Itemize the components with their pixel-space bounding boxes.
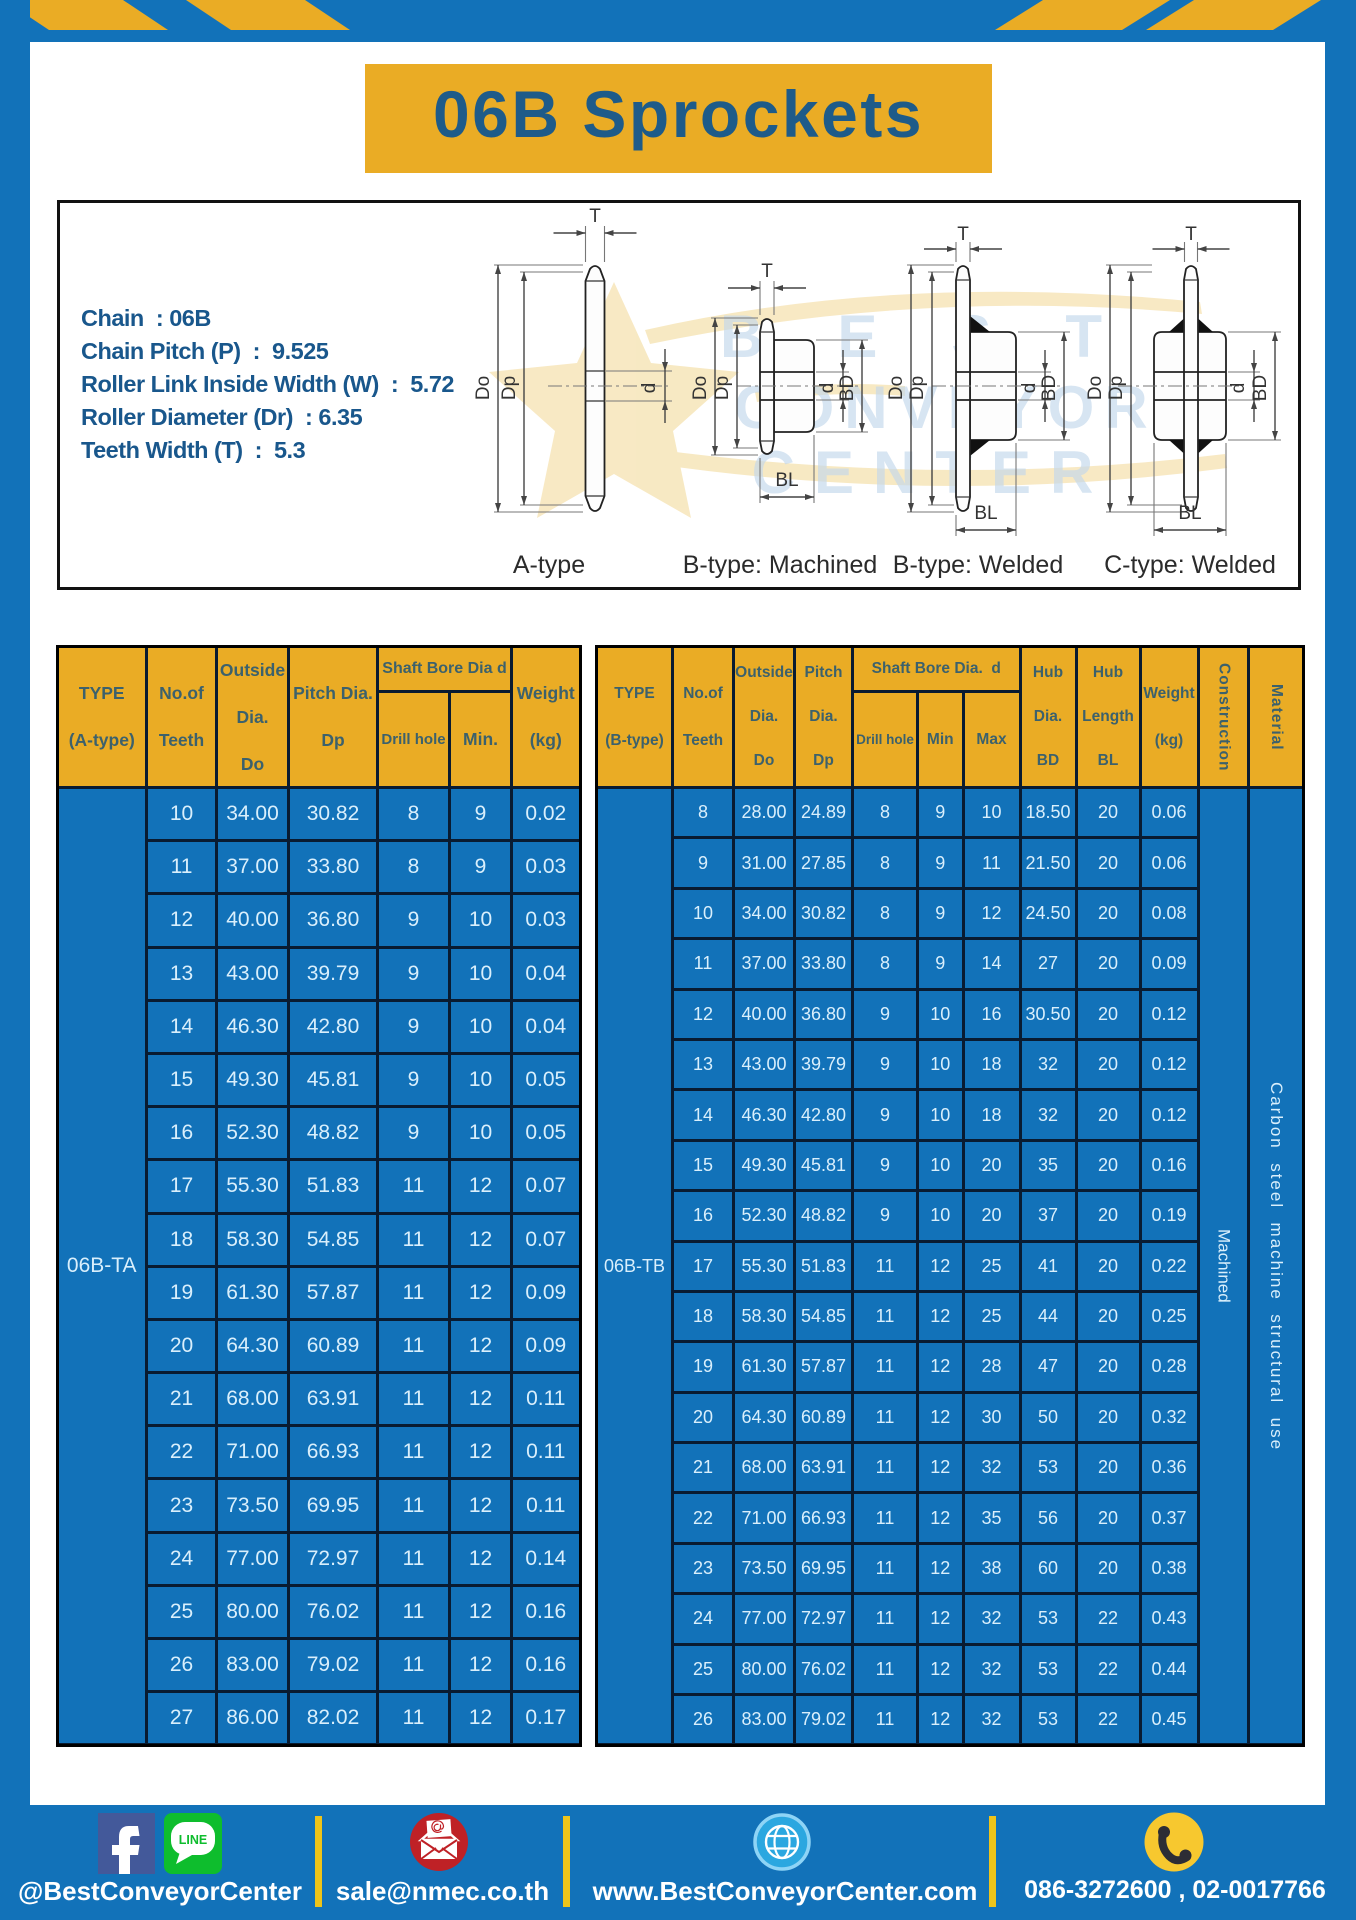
svg-text:C-type: Welded: C-type: Welded: [1104, 551, 1276, 579]
svg-text:T: T: [1185, 224, 1197, 245]
svg-text:d: d: [639, 383, 660, 394]
svg-text:BD: BD: [1039, 375, 1060, 401]
svg-text:T: T: [957, 224, 969, 245]
svg-text:Dp: Dp: [907, 376, 928, 400]
svg-text:A-type: A-type: [513, 551, 585, 579]
svg-text:BD: BD: [837, 375, 858, 401]
svg-text:Do: Do: [886, 376, 907, 400]
svg-text:d: d: [817, 383, 838, 394]
svg-text:B-type: Welded: B-type: Welded: [893, 551, 1063, 579]
svg-text:BL: BL: [974, 503, 997, 524]
svg-text:d: d: [1228, 383, 1249, 394]
svg-text:Dp: Dp: [499, 376, 520, 400]
svg-text:Do: Do: [690, 376, 711, 400]
svg-text:BL: BL: [775, 470, 798, 491]
svg-text:Do: Do: [1085, 376, 1106, 400]
svg-text:B-type: Machined: B-type: Machined: [683, 551, 878, 579]
svg-text:T: T: [761, 261, 773, 282]
svg-text:CENTER: CENTER: [752, 439, 1113, 506]
svg-text:Dp: Dp: [712, 376, 733, 400]
svg-text:d: d: [1019, 383, 1040, 394]
svg-text:LINE: LINE: [179, 1833, 207, 1847]
svg-text:Dp: Dp: [1106, 376, 1127, 400]
svg-text:BL: BL: [1178, 503, 1201, 524]
svg-text:T: T: [589, 206, 601, 227]
svg-text:Do: Do: [473, 376, 494, 400]
svg-text:BD: BD: [1250, 375, 1271, 401]
